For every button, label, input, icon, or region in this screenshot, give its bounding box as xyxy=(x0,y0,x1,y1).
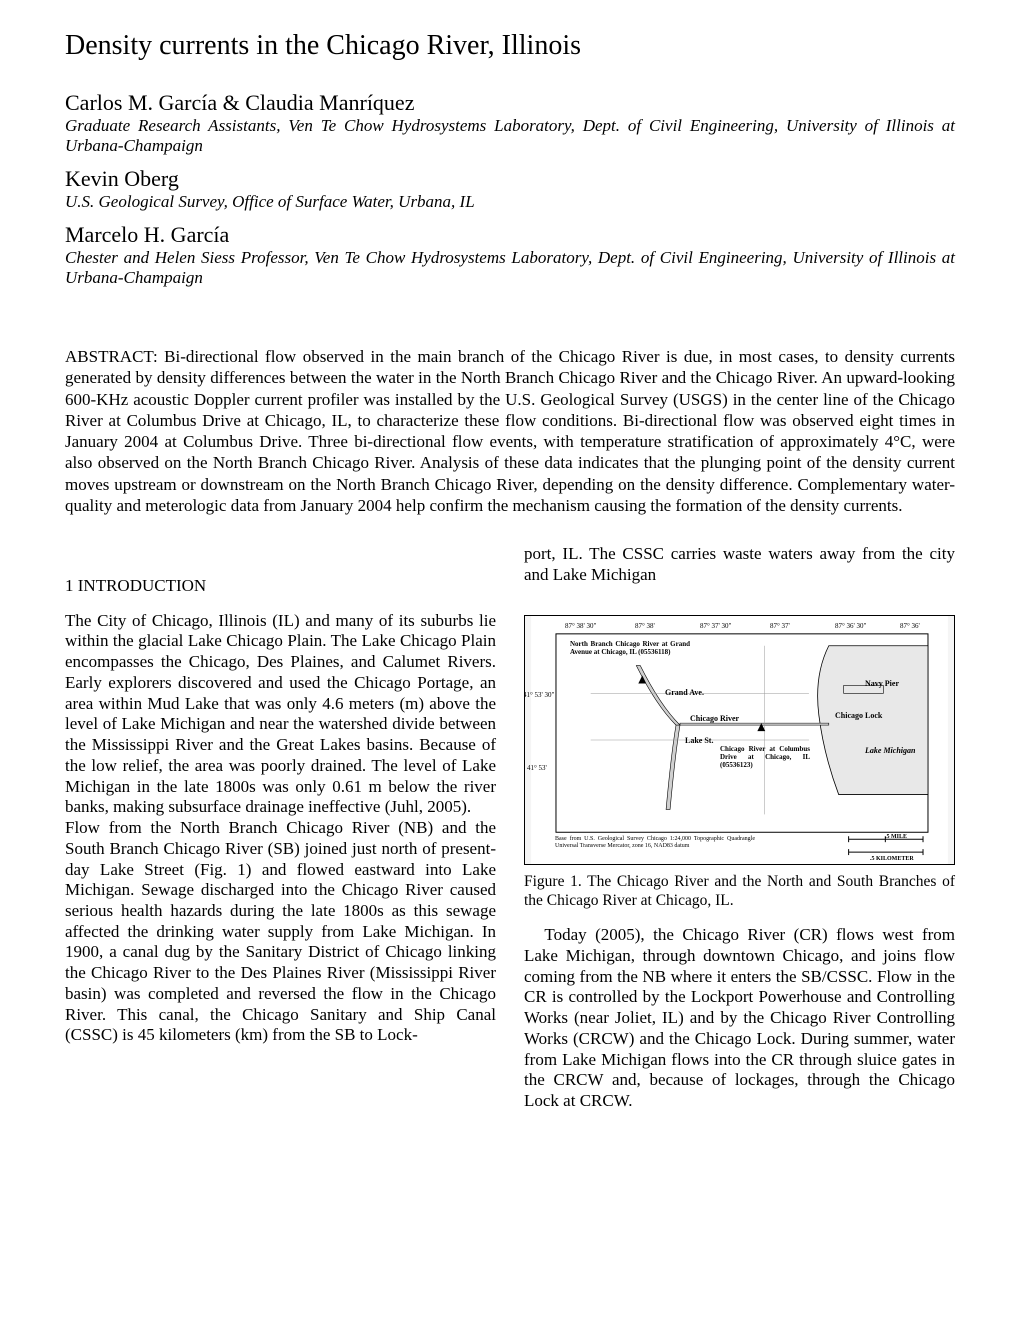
author-name: Marcelo H. García xyxy=(65,222,955,248)
two-column-layout: 1 INTRODUCTION The City of Chicago, Illi… xyxy=(65,544,955,1112)
figure-1: 87° 38' 30" 87° 38' 87° 37' 30" 87° 37' … xyxy=(524,615,955,911)
map-label-grand-ave: Grand Ave. xyxy=(665,688,704,698)
map-coord: 41° 53' 30" xyxy=(524,691,554,700)
map-coord: 87° 36' xyxy=(900,622,920,631)
left-column: 1 INTRODUCTION The City of Chicago, Illi… xyxy=(65,544,496,1112)
author-block-1: Carlos M. García & Claudia Manríquez Gra… xyxy=(65,90,955,156)
map-label-nb-station: North Branch Chicago River at Grand Aven… xyxy=(570,641,690,656)
map-coord: 87° 38' 30" xyxy=(565,622,596,631)
map-label-navy-pier: Navy Pier xyxy=(865,679,899,689)
map-scale-km: .5 KILOMETER xyxy=(870,856,914,863)
map-label-lake-michigan: Lake Michigan xyxy=(865,746,915,756)
body-paragraph: Today (2005), the Chicago River (CR) flo… xyxy=(524,925,955,1112)
figure-map: 87° 38' 30" 87° 38' 87° 37' 30" 87° 37' … xyxy=(524,615,955,865)
author-affiliation: Chester and Helen Siess Professor, Ven T… xyxy=(65,248,955,288)
map-coord: 87° 37' xyxy=(770,622,790,631)
continuation-text: port, IL. The CSSC carries waste waters … xyxy=(524,544,955,585)
intro-paragraph-2: Flow from the North Branch Chicago River… xyxy=(65,818,496,1046)
map-label-cr-station: Chicago River at Columbus Drive at Chica… xyxy=(720,746,810,769)
map-scale-mile: .5 MILE xyxy=(885,834,907,841)
map-coord: 87° 37' 30" xyxy=(700,622,731,631)
map-coord: 87° 38' xyxy=(635,622,655,631)
page-title: Density currents in the Chicago River, I… xyxy=(65,30,955,62)
section-heading: 1 INTRODUCTION xyxy=(65,576,496,597)
map-label-chicago-river: Chicago River xyxy=(690,714,739,724)
map-coord: 41° 53' xyxy=(527,764,547,773)
map-base-credit: Base from U.S. Geological Survey Chicago… xyxy=(555,836,755,849)
author-name: Carlos M. García & Claudia Manríquez xyxy=(65,90,955,116)
right-column: port, IL. The CSSC carries waste waters … xyxy=(524,544,955,1112)
author-affiliation: Graduate Research Assistants, Ven Te Cho… xyxy=(65,116,955,156)
map-label-lake-st: Lake St. xyxy=(685,736,713,746)
author-block-3: Marcelo H. García Chester and Helen Sies… xyxy=(65,222,955,288)
figure-caption: Figure 1. The Chicago River and the Nort… xyxy=(524,873,955,911)
author-block-2: Kevin Oberg U.S. Geological Survey, Offi… xyxy=(65,166,955,212)
author-affiliation: U.S. Geological Survey, Office of Surfac… xyxy=(65,192,955,212)
map-label-chicago-lock: Chicago Lock xyxy=(835,711,882,721)
author-name: Kevin Oberg xyxy=(65,166,955,192)
map-coord: 87° 36' 30" xyxy=(835,622,866,631)
intro-paragraph-1: The City of Chicago, Illinois (IL) and m… xyxy=(65,611,496,818)
abstract: ABSTRACT: Bi-directional flow observed i… xyxy=(65,346,955,516)
